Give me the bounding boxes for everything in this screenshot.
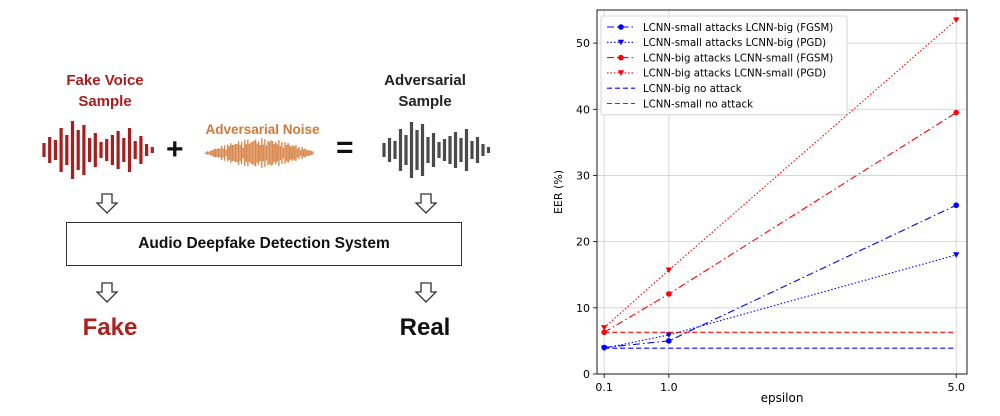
fake-voice-title: Fake Voice Sample <box>40 70 170 112</box>
legend-entry: LCNN-big no attack <box>607 84 742 95</box>
data-point <box>953 17 960 23</box>
noise-waveform-icon <box>205 138 314 168</box>
y-tick-label: 20 <box>576 236 590 249</box>
legend-entry: LCNN-small attacks LCNN-big (FGSM) <box>607 23 833 34</box>
legend-box <box>600 15 848 116</box>
series-line <box>603 112 957 333</box>
down-arrow-icon <box>414 193 438 214</box>
adversarial-waveform-icon <box>382 122 491 178</box>
legend-label: LCNN-big no attack <box>643 84 742 95</box>
result-fake-label: Fake <box>82 314 138 341</box>
y-tick-label: 50 <box>576 37 590 50</box>
down-arrow-icon <box>95 193 119 214</box>
data-point <box>666 338 672 344</box>
series-line <box>603 19 957 329</box>
data-point <box>601 329 607 336</box>
series-2 <box>601 109 960 336</box>
down-arrow-icon <box>95 282 119 303</box>
equals-sign: = <box>336 131 354 164</box>
x-tick-label: 0.1 <box>595 381 613 394</box>
adversarial-noise-title: Adversarial Noise <box>205 122 320 137</box>
plus-sign: + <box>166 133 184 166</box>
legend-marker <box>618 24 624 30</box>
chart-legend: LCNN-small attacks LCNN-big (FGSM) LCNN-s… <box>600 15 848 116</box>
data-point <box>600 345 608 352</box>
adversarial-title-line1: Adversarial <box>384 72 466 89</box>
legend-entry: LCNN-small attacks LCNN-big (PGD) <box>607 38 826 49</box>
result-real-label: Real <box>399 314 451 341</box>
detection-system-box: Audio Deepfake Detection System <box>66 222 462 266</box>
x-tick-label: 5.0 <box>947 381 965 394</box>
down-arrow-icon <box>414 282 438 303</box>
legend-label: LCNN-small attacks LCNN-big (PGD) <box>643 38 826 49</box>
legend-entry: LCNN-big attacks LCNN-small (FGSM) <box>607 53 833 64</box>
adversarial-title-line2: Sample <box>398 93 452 110</box>
y-tick-label: 10 <box>576 302 590 315</box>
legend-marker <box>617 70 625 76</box>
series-line <box>604 254 957 349</box>
axis-ticks: 0 10 20 30 40 50 0.1 1.0 5.0 <box>576 37 965 394</box>
legend-label: LCNN-big attacks LCNN-small (PGD) <box>643 69 826 80</box>
legend-label: LCNN-small no attack <box>643 99 753 110</box>
legend-label: LCNN-small attacks LCNN-big (FGSM) <box>643 23 833 34</box>
data-point <box>953 202 960 209</box>
fake-voice-title-line1: Fake Voice <box>66 72 144 89</box>
fake-waveform-icon <box>42 121 154 179</box>
data-point <box>600 325 608 331</box>
y-tick-label: 0 <box>583 368 590 381</box>
series-3 <box>600 17 960 331</box>
y-axis-label: EER (%) <box>552 170 565 214</box>
fake-voice-title-line2: Sample <box>78 93 132 110</box>
data-point <box>665 267 673 274</box>
legend-entry: LCNN-big attacks LCNN-small (PGD) <box>607 69 826 80</box>
series-0 <box>601 202 960 351</box>
data-point <box>953 252 960 258</box>
legend-label: LCNN-big attacks LCNN-small (FGSM) <box>643 53 833 64</box>
series-lines <box>600 17 960 352</box>
x-tick-label: 1.0 <box>660 381 678 394</box>
legend-entry: LCNN-small no attack <box>607 99 753 110</box>
data-point <box>666 291 672 297</box>
series-line <box>604 204 957 349</box>
eer-line-chart: 0 10 20 30 40 50 0.1 1.0 5.0 epsilon EER (%) LCN… <box>552 9 968 405</box>
legend-marker <box>617 39 625 46</box>
plot-area-frame <box>596 9 968 375</box>
y-tick-label: 30 <box>576 169 590 182</box>
y-tick-label: 40 <box>576 103 590 116</box>
data-point <box>665 332 673 338</box>
series-1 <box>600 252 960 352</box>
adversarial-sample-title: Adversarial Sample <box>360 70 490 112</box>
legend-marker <box>618 54 624 61</box>
x-axis-label: epsilon <box>761 391 804 405</box>
data-point <box>953 109 960 116</box>
